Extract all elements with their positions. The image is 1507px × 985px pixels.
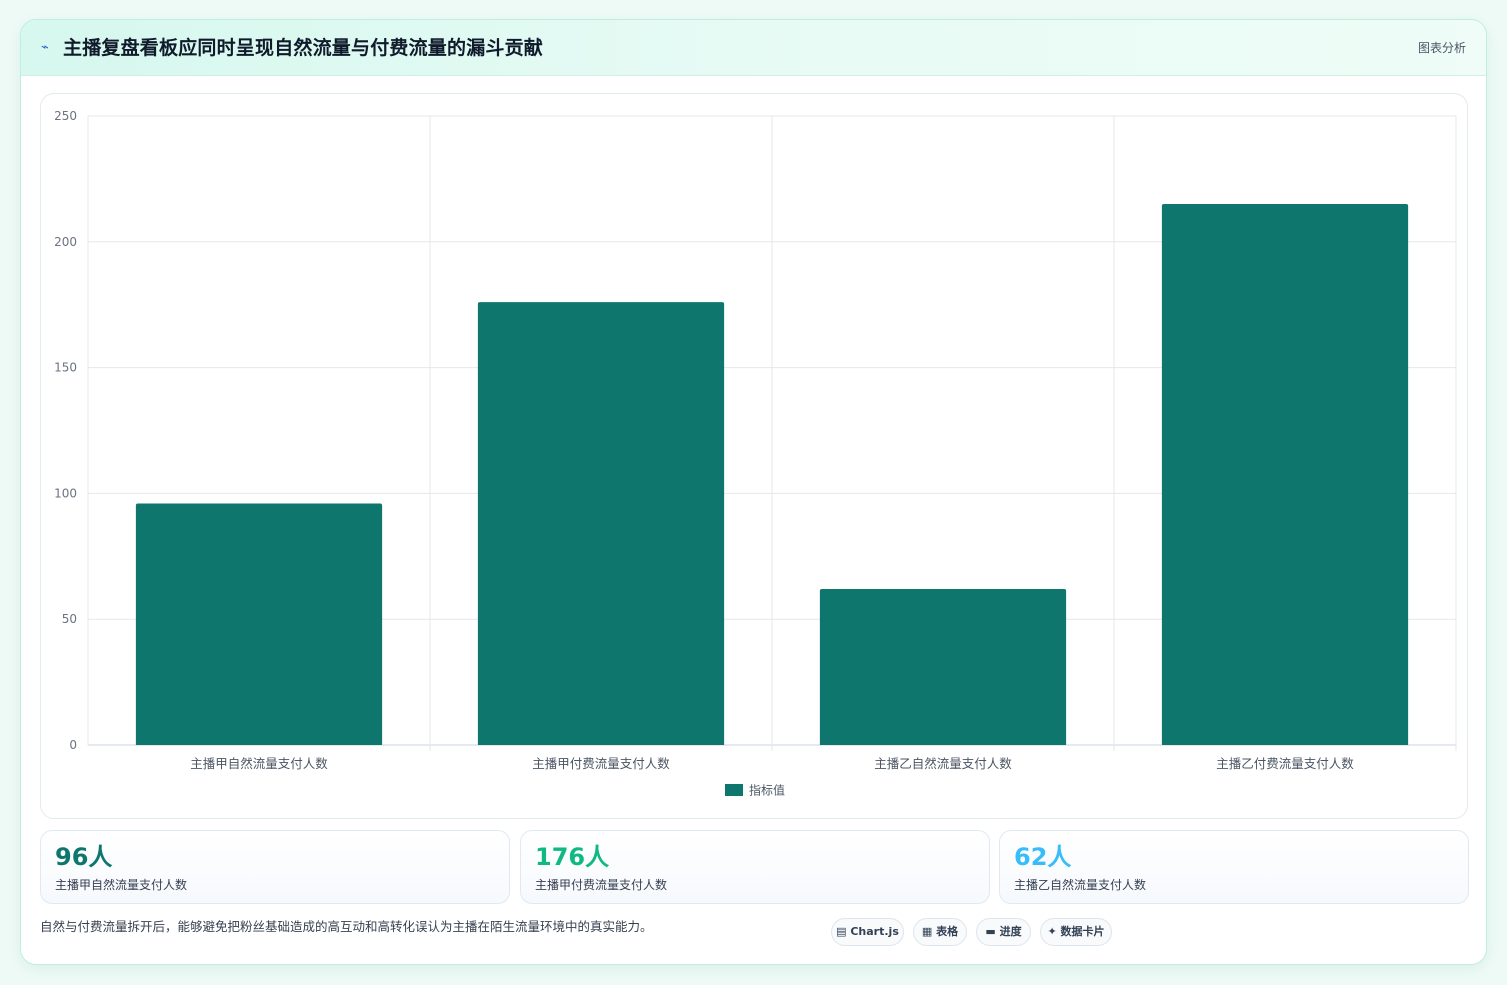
stat-value: 96人	[55, 843, 113, 871]
x-tick-label: 主播甲付费流量支付人数	[532, 756, 670, 771]
chip-label: 进度	[999, 925, 1022, 938]
y-tick-label: 150	[54, 361, 77, 375]
legend-swatch	[725, 784, 743, 796]
stat-card-3: 62人 主播乙自然流量支付人数	[999, 830, 1469, 904]
chip-label: Chart.js	[850, 925, 899, 938]
footnote: 自然与付费流量拆开后，能够避免把粉丝基础造成的高互动和高转化误认为主播在陌生流量…	[40, 919, 653, 934]
chip-data-card[interactable]: ✦ 数据卡片	[1040, 918, 1112, 946]
chart-analysis-link[interactable]: 图表分析	[1417, 41, 1466, 55]
stat-value: 176人	[535, 843, 610, 871]
bar-chart: 0 50 100 150 200 250 主播甲自然流量支付人数 主播甲付费流量支付人数 主播乙…	[54, 109, 1457, 798]
stat-label: 主播乙自然流量支付人数	[1014, 878, 1147, 892]
stat-card-1: 96人 主播甲自然流量支付人数	[40, 830, 510, 904]
bar[interactable]	[477, 302, 725, 745]
x-tick-label: 主播乙自然流量支付人数	[874, 756, 1012, 771]
chart-icon: ▤	[836, 925, 847, 938]
x-tick-label: 主播甲自然流量支付人数	[190, 756, 328, 771]
y-tick-label: 250	[54, 109, 77, 123]
card-header: ⌁ 主播复盘看板应同时呈现自然流量与付费流量的漏斗贡献 图表分析	[21, 20, 1486, 76]
x-tick-label: 主播乙付费流量支付人数	[1216, 756, 1354, 771]
chip-label: 数据卡片	[1060, 925, 1105, 938]
sparkle-icon: ✦	[1047, 925, 1057, 938]
bar[interactable]	[135, 503, 383, 745]
stat-value: 62人	[1014, 843, 1072, 871]
chart-legend[interactable]: 指标值	[725, 783, 785, 798]
bar[interactable]	[1161, 204, 1409, 745]
pulse-icon: ⌁	[41, 40, 49, 55]
progress-icon: ▬	[985, 925, 996, 938]
y-tick-label: 200	[54, 235, 77, 249]
stat-label: 主播甲自然流量支付人数	[55, 878, 188, 892]
legend-label: 指标值	[749, 783, 785, 798]
table-icon: ▦	[921, 925, 933, 938]
chip-progress[interactable]: ▬ 进度	[976, 918, 1031, 946]
dashboard-card: ⌁ 主播复盘看板应同时呈现自然流量与付费流量的漏斗贡献 图表分析 0 50 100 1…	[20, 19, 1487, 965]
chart-bars	[135, 204, 1409, 745]
chart-labels: 0 50 100 150 200 250 主播甲自然流量支付人数 主播甲付费流量支付人数 主播乙…	[54, 109, 1354, 771]
stat-card-2: 176人 主播甲付费流量支付人数	[520, 830, 990, 904]
chart-panel: 0 50 100 150 200 250 主播甲自然流量支付人数 主播甲付费流量支付人数 主播乙…	[40, 93, 1468, 819]
page-title: 主播复盘看板应同时呈现自然流量与付费流量的漏斗贡献	[63, 37, 544, 59]
bar[interactable]	[819, 589, 1067, 745]
stat-label: 主播甲付费流量支付人数	[535, 878, 668, 892]
chip-chartjs[interactable]: ▤ Chart.js	[831, 918, 904, 946]
y-tick-label: 100	[54, 486, 77, 500]
y-tick-label: 50	[62, 612, 77, 626]
chip-table[interactable]: ▦ 表格	[913, 918, 967, 946]
y-tick-label: 0	[69, 738, 77, 752]
chip-label: 表格	[936, 925, 959, 938]
